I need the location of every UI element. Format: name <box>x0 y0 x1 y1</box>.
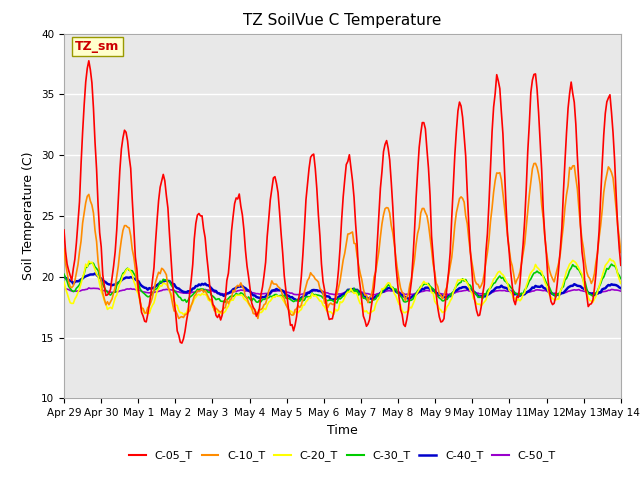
C-40_T <box>91 271 99 276</box>
C-30_T <box>60 271 68 277</box>
C-40_T <box>293 298 301 303</box>
C-40_T <box>589 290 596 296</box>
C-50_T <box>307 288 314 294</box>
C-30_T <box>130 271 138 276</box>
C-30_T <box>617 276 625 282</box>
C-05_T <box>229 214 237 220</box>
C-50_T <box>255 291 263 297</box>
C-10_T <box>129 246 136 252</box>
C-50_T <box>60 285 68 291</box>
C-30_T <box>246 296 254 302</box>
C-05_T <box>130 224 138 230</box>
C-20_T <box>226 299 234 304</box>
C-40_T <box>60 273 68 279</box>
Line: C-40_T: C-40_T <box>64 274 621 300</box>
C-20_T <box>244 301 252 307</box>
C-10_T <box>532 160 540 166</box>
C-10_T <box>305 275 313 281</box>
C-20_T <box>60 279 68 285</box>
C-05_T <box>85 58 93 64</box>
C-40_T <box>228 288 236 294</box>
C-05_T <box>248 300 255 306</box>
Line: C-20_T: C-20_T <box>64 259 621 315</box>
C-20_T <box>254 311 262 316</box>
Text: TZ_sm: TZ_sm <box>75 40 120 53</box>
C-30_T <box>589 293 596 299</box>
C-50_T <box>589 290 596 296</box>
C-10_T <box>246 302 254 308</box>
C-20_T <box>606 256 614 262</box>
Y-axis label: Soil Temperature (C): Soil Temperature (C) <box>22 152 35 280</box>
C-50_T <box>228 289 236 295</box>
C-30_T <box>88 260 96 265</box>
C-10_T <box>617 250 625 255</box>
C-50_T <box>130 286 138 292</box>
X-axis label: Time: Time <box>327 424 358 437</box>
C-05_T <box>307 155 314 160</box>
Line: C-50_T: C-50_T <box>64 288 621 295</box>
C-30_T <box>255 298 263 303</box>
Line: C-10_T: C-10_T <box>64 163 621 319</box>
C-20_T <box>588 298 595 304</box>
C-30_T <box>333 300 341 306</box>
C-40_T <box>255 295 263 300</box>
C-10_T <box>228 296 236 301</box>
C-40_T <box>617 285 625 291</box>
C-40_T <box>246 288 254 294</box>
C-50_T <box>246 288 254 294</box>
Title: TZ SoilVue C Temperature: TZ SoilVue C Temperature <box>243 13 442 28</box>
C-05_T <box>60 227 68 233</box>
C-20_T <box>129 272 136 277</box>
C-10_T <box>60 246 68 252</box>
C-20_T <box>290 312 298 318</box>
C-10_T <box>175 316 182 322</box>
C-40_T <box>307 288 314 294</box>
C-50_T <box>617 288 625 294</box>
C-50_T <box>85 285 93 291</box>
C-05_T <box>589 297 596 303</box>
C-30_T <box>228 293 236 299</box>
Line: C-30_T: C-30_T <box>64 263 621 303</box>
C-05_T <box>257 292 265 298</box>
C-30_T <box>305 294 313 300</box>
C-40_T <box>130 276 138 282</box>
C-05_T <box>617 263 625 268</box>
C-50_T <box>296 292 303 298</box>
C-05_T <box>178 340 186 346</box>
C-10_T <box>255 307 263 312</box>
C-20_T <box>617 280 625 286</box>
Line: C-05_T: C-05_T <box>64 61 621 343</box>
Legend: C-05_T, C-10_T, C-20_T, C-30_T, C-40_T, C-50_T: C-05_T, C-10_T, C-20_T, C-30_T, C-40_T, … <box>125 446 560 466</box>
C-10_T <box>589 277 596 283</box>
C-20_T <box>305 295 313 300</box>
